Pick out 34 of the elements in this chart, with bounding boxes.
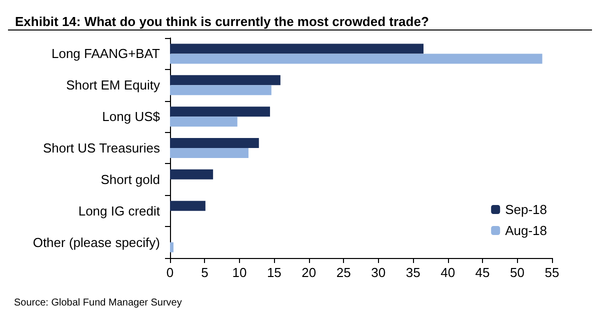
legend-label: Sep-18 [505,202,547,217]
bar [170,200,206,211]
source-note: Source: Global Fund Manager Survey [14,298,182,308]
x-tick-label: 15 [266,265,282,280]
bar [170,75,280,86]
y-tick-label: Long US$ [102,109,161,124]
y-tick-label: Other (please specify) [32,234,160,250]
x-tick-label: 5 [201,265,208,280]
legend-label: Aug-18 [505,223,547,238]
y-tick-label: Long IG credit [78,203,160,218]
bar [170,138,259,148]
bar [170,116,238,127]
x-tick-label: 0 [166,265,174,280]
x-tick-label: 50 [510,265,525,280]
y-tick-label: Short EM Equity [66,78,160,93]
x-tick-label: 40 [440,265,456,280]
bar [170,148,248,158]
x-tick-label: 20 [302,265,316,280]
x-tick-label: 10 [232,265,247,280]
x-tick-label: 30 [371,265,386,280]
chart-title: Exhibit 14: What do you think is currently the most crowded trade? [15,14,429,29]
bar [170,44,424,54]
x-tick-label: 35 [406,265,420,280]
y-tick-label: Long FAANG+BAT [51,46,160,62]
bar [170,169,214,180]
x-tick-label: 55 [544,265,560,280]
y-tick-label: Short US Treasuries [42,140,160,156]
x-tick-label: 45 [475,265,490,280]
bar [170,54,542,64]
bar [170,106,270,117]
bar [170,242,174,252]
x-tick-label: 25 [336,265,351,280]
y-tick-label: Short gold [100,172,160,187]
bar [170,85,272,96]
